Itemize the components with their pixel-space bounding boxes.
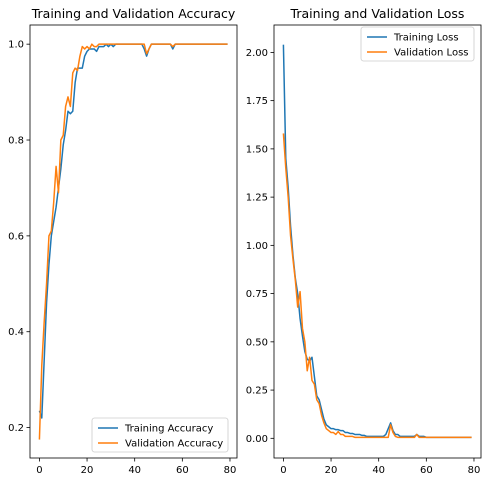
training-accuracy-legend-label: Training Accuracy (124, 424, 213, 435)
loss-plot-frame (273, 24, 482, 459)
loss-x-tick-label: 0 (280, 465, 286, 476)
accuracy-x-tick-label: 20 (81, 465, 94, 476)
validation-accuracy-line (38, 43, 228, 440)
loss-y-tick-label: 0.75 (246, 289, 268, 300)
loss-x-tick-label: 80 (468, 465, 481, 476)
accuracy-y-tick-label: 0.2 (8, 423, 24, 434)
loss-chart: 0 20 40 60 80 0.00 0.25 0.50 0.75 1.00 1.25 1.50 1.7… (246, 6, 482, 476)
loss-y-tick-label: 1.75 (246, 96, 268, 107)
loss-legend-box (360, 26, 475, 62)
loss-y-tick-label: 1.25 (246, 193, 268, 204)
training-loss-legend-label: Training Loss (393, 33, 459, 44)
validation-loss-line (282, 133, 472, 439)
accuracy-x-tick-label: 80 (224, 465, 237, 476)
accuracy-chart: 0 20 40 60 80 0.2 0.4 0.6 0.8 1.0 Training and Val… (8, 6, 238, 476)
accuracy-chart-title: Training and Validation Accuracy (31, 6, 236, 21)
loss-y-tick-label: 0.50 (246, 337, 268, 348)
accuracy-x-tick-label: 0 (36, 465, 42, 476)
accuracy-y-tick-label: 1.0 (8, 40, 24, 51)
loss-y-tick-label: 0.25 (246, 386, 268, 397)
loss-x-tick-label: 60 (420, 465, 433, 476)
loss-y-tick-label: 1.50 (246, 144, 268, 155)
loss-y-tick-label: 2.00 (246, 48, 268, 59)
accuracy-plot-frame (29, 24, 238, 459)
loss-legend: Training Loss Validation Loss (360, 26, 475, 62)
accuracy-legend: Training Accuracy Validation Accuracy (91, 417, 229, 453)
loss-y-tick-label: 1.00 (246, 241, 268, 252)
loss-x-tick-label: 20 (325, 465, 338, 476)
loss-x-tick-label: 40 (372, 465, 385, 476)
loss-chart-title: Training and Validation Loss (290, 6, 465, 21)
validation-loss-legend-label: Validation Loss (394, 48, 469, 59)
validation-accuracy-legend-label: Validation Accuracy (125, 439, 223, 450)
accuracy-y-tick-label: 0.8 (8, 136, 24, 147)
accuracy-y-tick-label: 0.6 (8, 231, 24, 242)
accuracy-legend-box (91, 417, 229, 453)
accuracy-x-tick-label: 60 (176, 465, 189, 476)
loss-y-tick-label: 0.00 (246, 434, 268, 445)
accuracy-x-tick-label: 40 (128, 465, 141, 476)
accuracy-y-tick-label: 0.4 (8, 327, 24, 338)
